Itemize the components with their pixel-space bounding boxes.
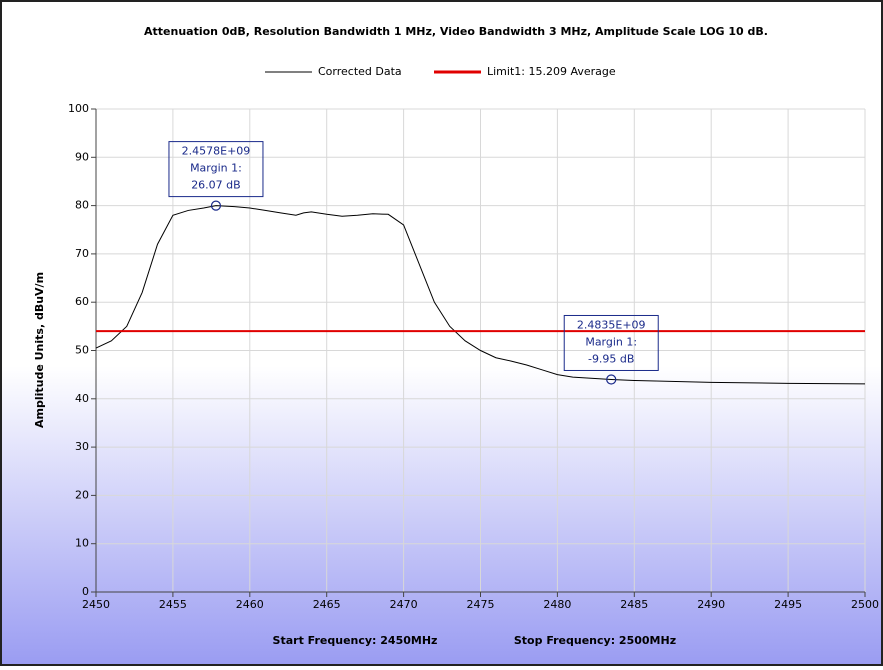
x-tick-label: 2480	[543, 598, 571, 611]
annotation-text: Margin 1:	[190, 162, 242, 175]
y-tick-label: 0	[82, 585, 89, 598]
y-tick-label: 80	[75, 199, 89, 212]
annotation-text: -9.95 dB	[588, 352, 635, 365]
x-tick-label: 2475	[467, 598, 495, 611]
x-tick-label: 2500	[851, 598, 879, 611]
marker	[210, 200, 222, 211]
x-axis-label: Start Frequency: 2450MHz	[273, 634, 438, 647]
y-axis-label: Amplitude Units, dBuV/m	[33, 272, 46, 428]
y-tick-label: 100	[68, 102, 89, 115]
x-tick-label: 2470	[390, 598, 418, 611]
y-tick-label: 40	[75, 392, 89, 405]
x-tick-label: 2465	[313, 598, 341, 611]
annotation-text: 26.07 dB	[191, 179, 241, 192]
x-tick-label: 2450	[82, 598, 110, 611]
y-tick-label: 10	[75, 537, 89, 550]
annotation-text: 2.4578E+09	[182, 145, 251, 158]
x-tick-label: 2490	[697, 598, 725, 611]
annotation-text: 2.4835E+09	[577, 318, 646, 331]
data-line	[95, 205, 866, 385]
x-tick-label: 2495	[774, 598, 802, 611]
x-axis-label: Stop Frequency: 2500MHz	[514, 634, 676, 647]
y-tick-label: 60	[75, 295, 89, 308]
marker	[606, 374, 617, 385]
annotation-box	[563, 314, 659, 371]
x-tick-label: 2455	[159, 598, 187, 611]
y-tick-label: 30	[75, 440, 89, 453]
y-tick-label: 90	[75, 150, 89, 163]
y-tick-label: 20	[75, 488, 89, 501]
annotation-text: Margin 1:	[585, 335, 637, 348]
y-tick-label: 70	[75, 247, 89, 260]
annotation-box	[168, 141, 264, 198]
x-tick-label: 2460	[236, 598, 264, 611]
y-tick-label: 50	[75, 344, 89, 357]
x-tick-label: 2485	[620, 598, 648, 611]
legend-entry: Limit1: 15.209 Average	[487, 65, 616, 78]
legend-entry: Corrected Data	[318, 65, 402, 78]
chart-title: Attenuation 0dB, Resolution Bandwidth 1 …	[144, 25, 768, 38]
